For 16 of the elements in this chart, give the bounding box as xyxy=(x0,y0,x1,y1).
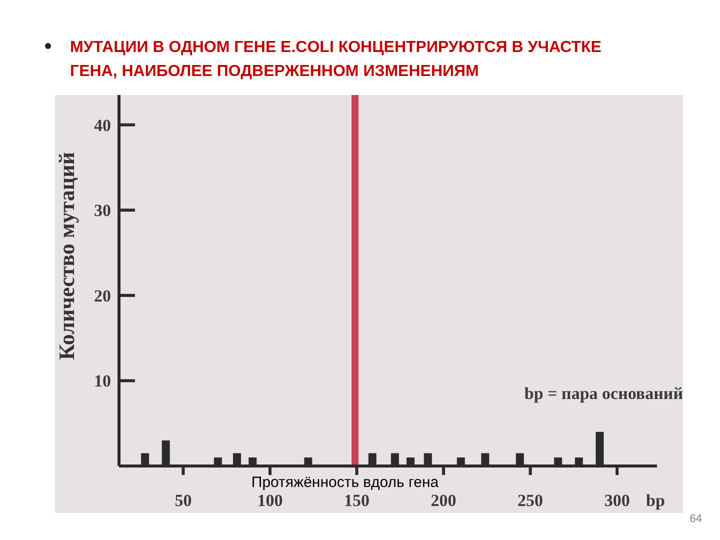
x-tick-label: 100 xyxy=(257,491,283,510)
y-axis-title: Количество мутаций xyxy=(54,152,79,360)
annotation: bp = пара оснований xyxy=(524,384,684,403)
x-axis-title: Протяжённость вдоль гена xyxy=(251,474,440,491)
x-tick-label: 50 xyxy=(174,491,192,510)
x-tick-label: 150 xyxy=(344,491,370,510)
x-tick-label: 200 xyxy=(430,491,456,510)
x-tick-label: 250 xyxy=(518,491,544,510)
x-tick-label: 300 xyxy=(604,491,630,510)
y-tick-label: 30 xyxy=(94,201,111,220)
y-tick-label: 20 xyxy=(94,286,111,306)
chart-title: МУТАЦИИ В ОДНОМ ГЕНЕ E.COLI КОНЦЕНТРИРУЮТСЯ В УЧАСТКЕ ГЕНА, НАИБОЛЕЕ ПОДВЕРЖЕННОМ ИЗМЕНЕНИЯМ xyxy=(70,39,602,80)
text: bp xyxy=(646,491,665,510)
y-tick-label: 10 xyxy=(94,372,111,391)
y-tick-label: 40 xyxy=(94,116,111,135)
text: 64 xyxy=(690,513,702,525)
